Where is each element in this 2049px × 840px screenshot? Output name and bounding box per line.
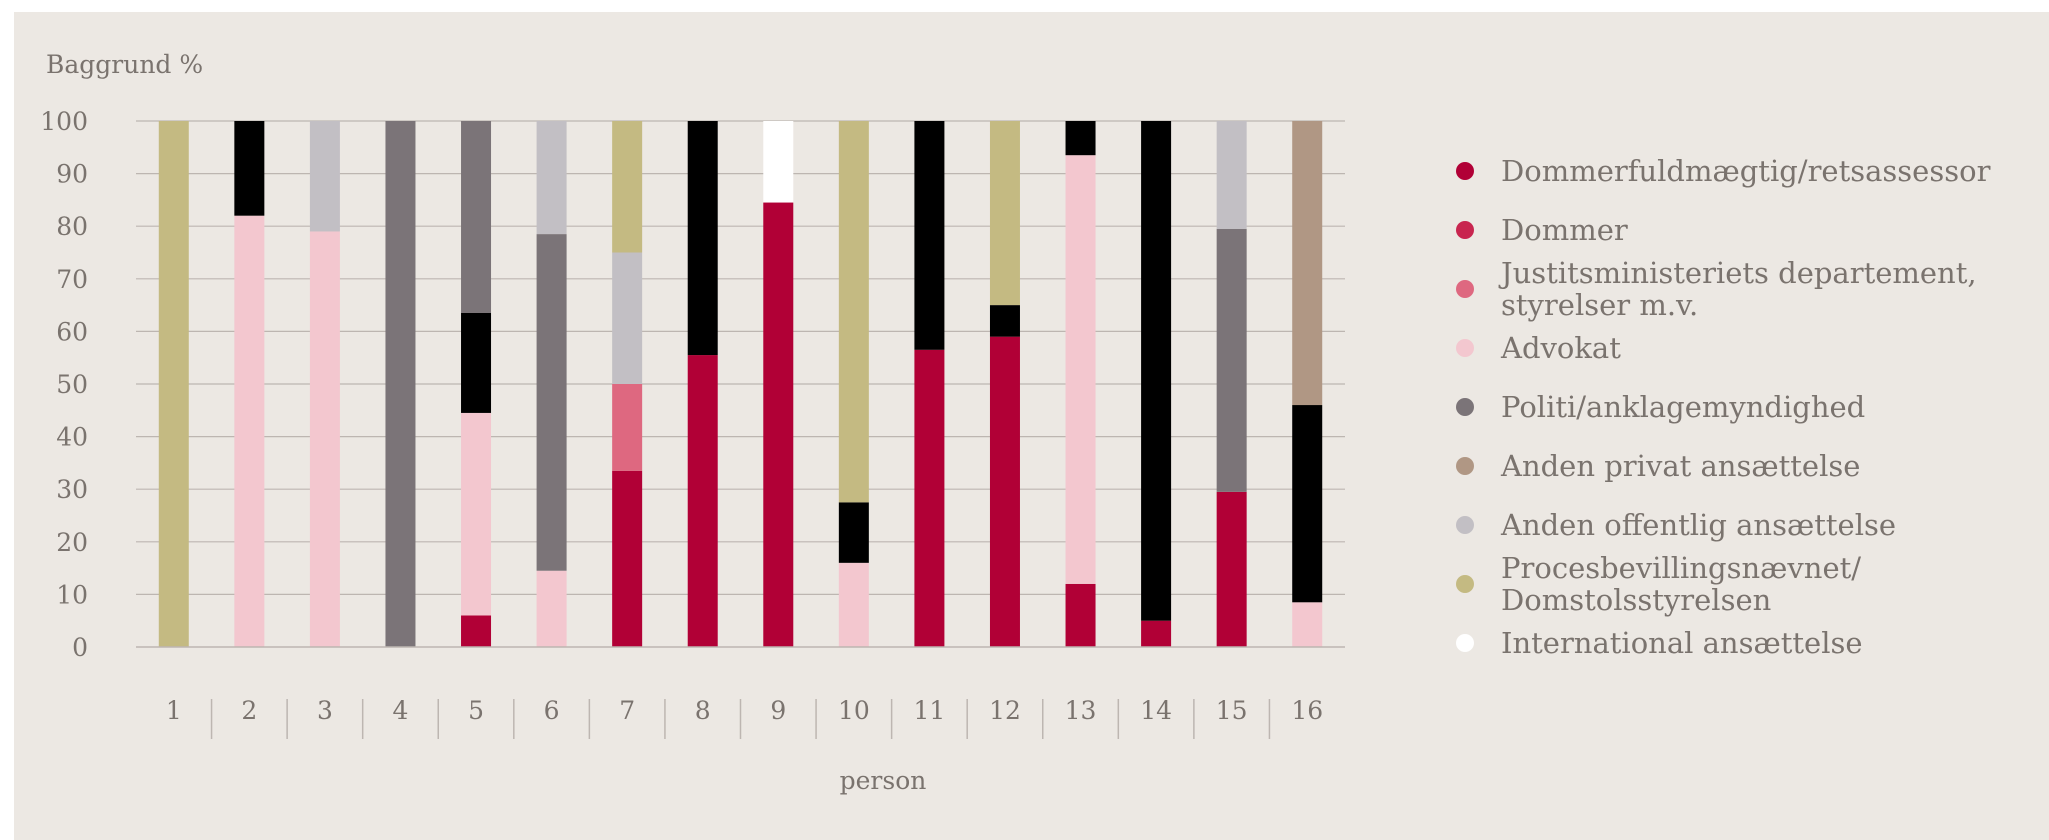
legend-label: Domstolsstyrelsen bbox=[1501, 583, 1771, 617]
bar-segment-1 bbox=[158, 121, 189, 647]
bar-segment-15 bbox=[1216, 228, 1247, 492]
y-axis-title: Baggrund % bbox=[46, 50, 203, 79]
x-tick-label: 2 bbox=[241, 696, 257, 725]
bar-segment-2 bbox=[234, 121, 265, 216]
bar-segment-5 bbox=[461, 312, 492, 413]
bar-segment-16 bbox=[1292, 405, 1323, 603]
legend-marker bbox=[1456, 398, 1474, 416]
legend-label: Politi/anklagemyndighed bbox=[1501, 390, 1865, 424]
y-tick-label: 0 bbox=[72, 633, 88, 662]
stacked-bar-chart: Baggrund % person 0102030405060708090100… bbox=[40, 50, 1991, 795]
y-tick-label: 20 bbox=[56, 528, 88, 557]
bar-segment-11 bbox=[914, 121, 945, 350]
x-tick-label: 9 bbox=[770, 696, 786, 725]
bar-segment-12 bbox=[989, 336, 1020, 647]
y-tick-label: 70 bbox=[56, 265, 88, 294]
y-tick-label: 80 bbox=[56, 212, 88, 241]
legend-label: Procesbevillingsnævnet/ bbox=[1501, 551, 1861, 585]
x-tick-label: 13 bbox=[1065, 696, 1097, 725]
y-tick-label: 10 bbox=[56, 580, 88, 609]
x-tick-label: 7 bbox=[619, 696, 635, 725]
legend-marker bbox=[1456, 339, 1474, 357]
legend-label: Dommerfuldmægtig/retsassessor bbox=[1501, 154, 1991, 188]
bar-segment-16 bbox=[1292, 602, 1323, 647]
legend-label: Justitsministeriets departement, bbox=[1498, 256, 1977, 290]
legend-label: International ansættelse bbox=[1501, 626, 1863, 660]
bar-segment-3 bbox=[309, 121, 340, 232]
legend-marker bbox=[1456, 162, 1474, 180]
x-tick-label: 3 bbox=[317, 696, 333, 725]
x-tick-label: 6 bbox=[544, 696, 560, 725]
legend-label: Advokat bbox=[1500, 331, 1621, 365]
bar-segment-13 bbox=[1065, 121, 1096, 156]
x-tick-label: 12 bbox=[989, 696, 1021, 725]
bar-segment-12 bbox=[989, 121, 1020, 306]
x-tick-label: 11 bbox=[914, 696, 946, 725]
y-tick-label: 90 bbox=[56, 160, 88, 189]
x-tick-label: 5 bbox=[468, 696, 484, 725]
x-tick-label: 1 bbox=[166, 696, 182, 725]
x-tick-label: 16 bbox=[1291, 696, 1323, 725]
bar-segment-10 bbox=[838, 502, 869, 563]
x-axis-title: person bbox=[840, 766, 927, 795]
bar-segment-15 bbox=[1216, 121, 1247, 229]
bar-segment-16 bbox=[1292, 121, 1323, 406]
bar-segment-6 bbox=[536, 121, 567, 235]
x-tick-label: 8 bbox=[695, 696, 711, 725]
bar-segment-14 bbox=[1141, 121, 1172, 621]
legend-label: styrelser m.v. bbox=[1501, 288, 1698, 322]
bar-segment-7 bbox=[612, 384, 643, 471]
bar-segment-6 bbox=[536, 570, 567, 647]
legend-marker bbox=[1456, 516, 1474, 534]
y-tick-label: 100 bbox=[40, 107, 88, 136]
x-axis: 1 2 3 4 5 6 7 8 9 10 11 12 13 14 15 16 bbox=[136, 646, 1345, 739]
y-axis-ticks: 0 10 20 30 40 50 60 70 80 90 100 bbox=[40, 107, 88, 662]
legend-marker bbox=[1456, 221, 1474, 239]
bar-segment-12 bbox=[989, 305, 1020, 337]
bars bbox=[158, 121, 1323, 647]
legend: Dommerfuldmægtig/retsassessor Dommer Justi… bbox=[1456, 154, 1991, 660]
bar-segment-7 bbox=[612, 470, 643, 647]
bar-segment-3 bbox=[309, 231, 340, 647]
bar-segment-8 bbox=[687, 355, 718, 647]
y-tick-label: 40 bbox=[56, 423, 88, 452]
chart-panel: Baggrund % person 0 10 20 30 40 50 60 70 80 90 100… bbox=[14, 12, 2049, 840]
y-tick-label: 50 bbox=[56, 370, 88, 399]
legend-label: Dommer bbox=[1501, 213, 1628, 247]
bar-segment-9 bbox=[763, 121, 794, 203]
bar-segment-2 bbox=[234, 215, 265, 647]
bar-segment-5 bbox=[461, 121, 492, 313]
bar-segment-7 bbox=[612, 252, 643, 384]
y-tick-label: 30 bbox=[56, 475, 88, 504]
bar-segment-10 bbox=[838, 121, 869, 503]
x-tick-label: 4 bbox=[393, 696, 409, 725]
bar-segment-14 bbox=[1141, 620, 1172, 647]
bar-segment-10 bbox=[838, 562, 869, 647]
bar-segment-5 bbox=[461, 615, 492, 647]
bar-segment-5 bbox=[461, 412, 492, 616]
x-tick-label: 15 bbox=[1216, 696, 1248, 725]
x-tick-label: 10 bbox=[838, 696, 870, 725]
y-tick-label: 60 bbox=[56, 317, 88, 346]
bar-segment-4 bbox=[385, 121, 416, 647]
bar-segment-7 bbox=[612, 121, 643, 253]
legend-marker bbox=[1456, 280, 1474, 298]
legend-marker bbox=[1456, 575, 1474, 593]
bar-segment-11 bbox=[914, 349, 945, 647]
bar-segment-9 bbox=[763, 202, 794, 647]
legend-label: Anden offentlig ansættelse bbox=[1500, 508, 1896, 542]
x-tick-label: 14 bbox=[1140, 696, 1172, 725]
bar-segment-8 bbox=[687, 121, 718, 356]
bar-segment-13 bbox=[1065, 155, 1096, 584]
bar-segment-13 bbox=[1065, 583, 1096, 647]
bar-segment-15 bbox=[1216, 491, 1247, 647]
legend-marker bbox=[1456, 634, 1474, 652]
legend-marker bbox=[1456, 457, 1474, 475]
legend-label: Anden privat ansættelse bbox=[1500, 449, 1860, 483]
bar-segment-6 bbox=[536, 234, 567, 571]
